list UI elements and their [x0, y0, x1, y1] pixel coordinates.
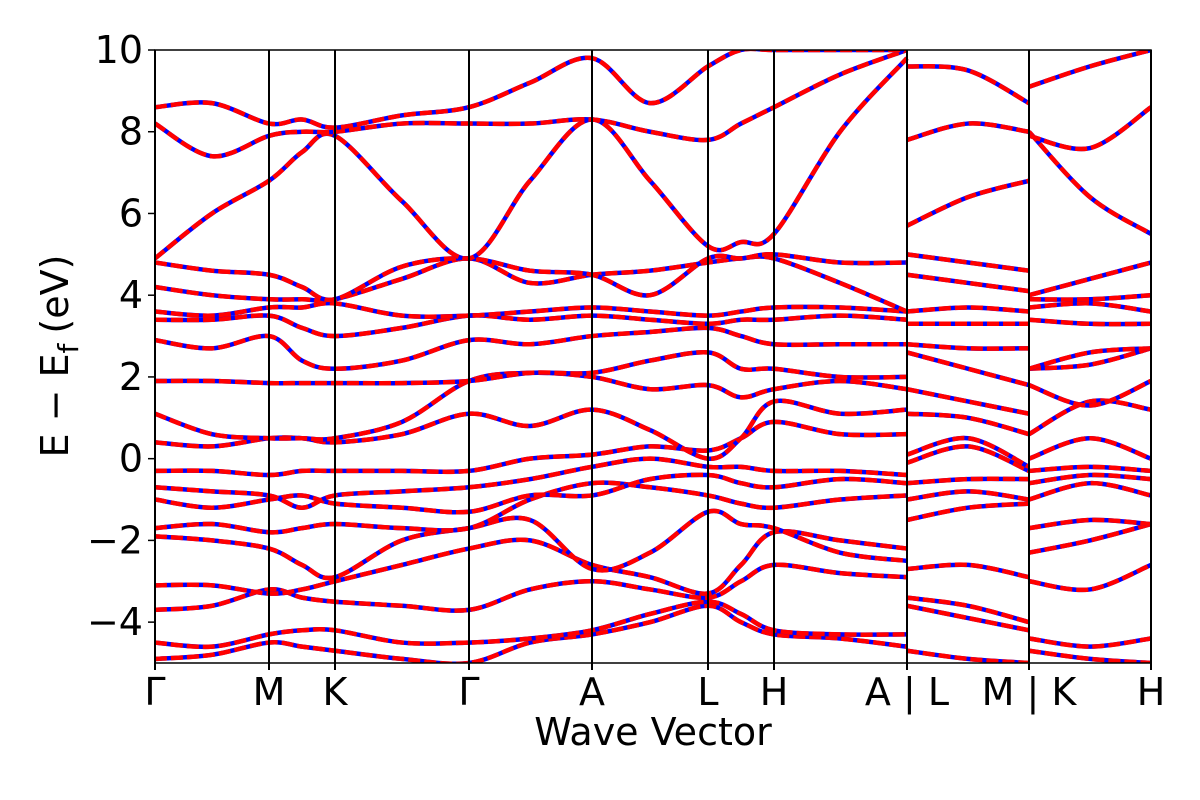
band-line	[906, 603, 1030, 633]
band-line-dashed	[906, 435, 1031, 469]
x-tick-label: A	[579, 670, 605, 714]
band-line	[1028, 636, 1151, 649]
band-line	[1028, 346, 1151, 371]
y-tick-label: 6	[119, 191, 143, 235]
band-line-dashed	[155, 252, 908, 303]
band-line	[906, 476, 1030, 486]
band-line-dashed	[155, 419, 908, 478]
band-line	[1028, 521, 1151, 555]
band-line-dashed	[1028, 435, 1151, 461]
band-line-dashed	[155, 472, 908, 515]
band-line-dashed	[1028, 562, 1151, 593]
band-line	[906, 121, 1030, 143]
band-line	[155, 50, 907, 130]
x-tick-label: H	[760, 670, 789, 714]
y-tick-label: −4	[87, 600, 143, 644]
y-tick-label: 4	[119, 273, 143, 317]
band-line	[906, 272, 1030, 294]
band-line-dashed	[1028, 50, 1151, 89]
band-line-dashed	[1028, 378, 1151, 408]
band-line-dashed	[155, 529, 908, 596]
band-line-dashed	[155, 508, 908, 581]
x-axis-label: Wave Vector	[534, 710, 772, 754]
y-label-main: E − E	[33, 353, 77, 457]
band-line-dashed	[155, 50, 908, 159]
band-line-dashed	[155, 456, 908, 510]
y-tick-label: −2	[87, 518, 143, 562]
bands	[155, 50, 1151, 663]
band-line	[1028, 517, 1151, 531]
band-line	[906, 305, 1030, 314]
band-line-dashed	[155, 349, 908, 386]
band-line-dashed	[906, 444, 1030, 474]
band-line	[1028, 301, 1151, 314]
band-line-dashed	[155, 599, 908, 650]
x-tick-label: M | K	[982, 670, 1078, 715]
band-line	[906, 489, 1030, 502]
band-line-dashed	[155, 313, 908, 339]
band-line-dashed	[1027, 398, 1151, 437]
band-line	[906, 501, 1030, 523]
band-line	[1028, 648, 1151, 663]
band-line	[906, 64, 1031, 106]
band-line	[906, 562, 1030, 580]
band-line	[155, 252, 908, 303]
band-line-dashed	[155, 254, 908, 314]
band-line	[155, 56, 909, 261]
x-tick-label: M	[253, 670, 286, 714]
band-line	[1028, 292, 1151, 302]
band-line-dashed	[906, 178, 1030, 228]
x-tick-label: A | L	[865, 670, 949, 715]
x-tick-label: L	[697, 670, 718, 714]
band-line-dashed	[906, 350, 1030, 388]
band-line-dashed	[155, 480, 908, 535]
band-line-dashed	[1028, 260, 1151, 298]
band-line-dashed	[155, 300, 908, 319]
band-line	[906, 411, 1030, 437]
band-line-dashed	[906, 121, 1030, 143]
plot-frame	[154, 49, 1152, 664]
y-label-sub: f	[52, 342, 85, 353]
y-axis-label: E − Ef (eV)	[33, 255, 85, 458]
band-line	[1028, 472, 1151, 486]
band-line	[906, 648, 1030, 663]
band-line	[155, 419, 908, 478]
band-line	[906, 386, 1030, 416]
x-tick-label: Γ	[458, 670, 479, 714]
y-tick-label: 10	[95, 28, 143, 72]
band-line	[155, 480, 908, 535]
band-line-dashed	[155, 50, 907, 130]
band-line	[1028, 317, 1151, 327]
y-tick-label: 0	[119, 437, 143, 481]
band-line	[155, 50, 908, 159]
band-line	[1028, 464, 1151, 474]
band-line	[155, 398, 908, 461]
y-tick-label: 2	[119, 355, 143, 399]
band-line-dashed	[155, 603, 908, 663]
y-tick-label: 8	[119, 110, 143, 154]
band-line	[155, 529, 908, 596]
x-tick-label: K	[323, 670, 349, 714]
x-tick-label: Γ	[144, 670, 165, 714]
band-line	[155, 349, 908, 386]
x-tick-label: H	[1137, 670, 1166, 714]
band-line	[906, 595, 1030, 625]
band-line	[906, 252, 1030, 273]
y-label-unit: (eV)	[33, 255, 77, 334]
band-line-dashed	[155, 398, 908, 461]
band-line	[906, 341, 1030, 351]
band-line-dashed	[906, 64, 1031, 106]
band-line-dashed	[155, 325, 907, 372]
band-line-dashed	[1027, 130, 1151, 236]
band-line-dashed	[1028, 105, 1151, 152]
band-line-dashed	[155, 56, 909, 261]
band-line-dashed	[155, 562, 908, 613]
band-line	[1028, 480, 1151, 502]
band-line	[1028, 346, 1151, 372]
band-line-dashed	[1028, 480, 1151, 502]
